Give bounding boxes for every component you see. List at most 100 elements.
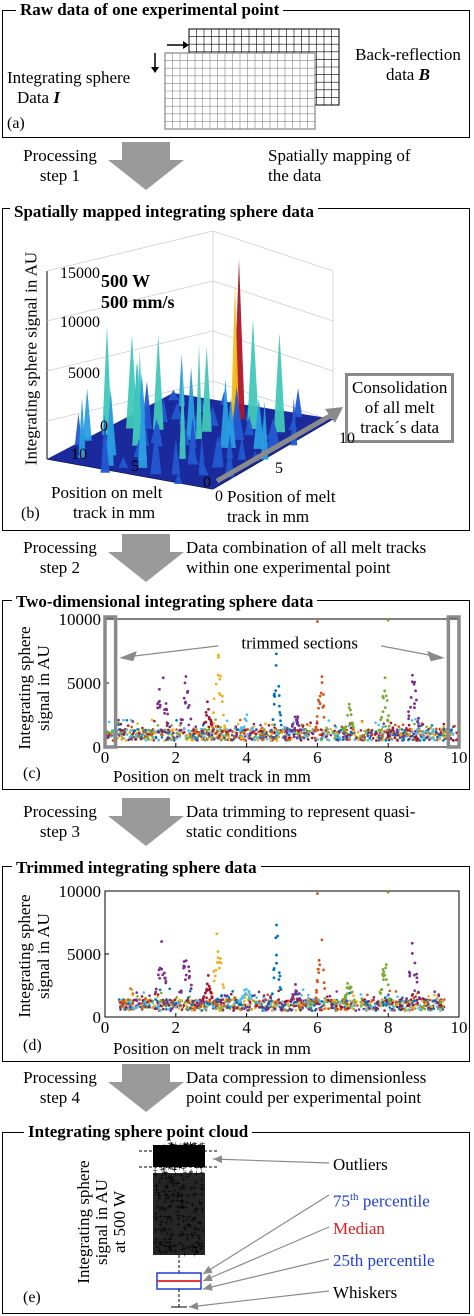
data-point (350, 726, 353, 730)
outlier-band (153, 1145, 205, 1167)
data-point (205, 1001, 209, 1005)
data-point (310, 731, 314, 735)
data-point (422, 1004, 426, 1008)
data-point (321, 732, 325, 735)
data-point (329, 733, 333, 737)
data-point (360, 720, 364, 724)
data-point (359, 1004, 363, 1008)
surface-peak (247, 319, 259, 429)
data-point (374, 721, 377, 724)
data-point (363, 998, 367, 1001)
data-point (407, 738, 410, 742)
data-point (133, 737, 137, 741)
data-point (310, 736, 314, 740)
data-point (432, 733, 436, 736)
data-point (357, 1008, 361, 1011)
data-point (419, 735, 423, 739)
data-point (330, 998, 333, 1002)
data-point (232, 738, 235, 741)
data-point (275, 961, 278, 965)
data-point (377, 739, 381, 742)
data-point (262, 999, 265, 1003)
data-point (291, 722, 295, 726)
annotation-arrowhead-right (427, 651, 445, 662)
left-axis-label-line2: track in mm (73, 503, 156, 522)
data-point (289, 1009, 293, 1012)
data-point (183, 965, 187, 968)
data-point (366, 1003, 370, 1007)
data-point (147, 1004, 151, 1007)
data-point (334, 1004, 338, 1008)
surface-base (47, 393, 333, 489)
data-point (210, 1001, 213, 1005)
data-point (381, 710, 385, 714)
surface-peak (171, 402, 183, 420)
data-point (388, 999, 392, 1003)
data-point (297, 992, 301, 995)
data-point (212, 979, 216, 983)
data-point (203, 735, 206, 738)
data-point (211, 729, 215, 732)
data-point (166, 1008, 170, 1011)
data-point (259, 723, 262, 727)
data-point (166, 712, 169, 716)
data-point (155, 1007, 159, 1010)
data-point (413, 702, 416, 706)
data-point (304, 728, 308, 731)
data-point (246, 728, 250, 731)
data-point (416, 720, 419, 723)
data-point (403, 1008, 406, 1011)
left-axis-tick-0: 0 (203, 474, 211, 491)
data-point (270, 732, 274, 736)
data-point (430, 724, 434, 727)
data-point (216, 725, 220, 728)
data-point (262, 994, 266, 997)
data-point (252, 725, 256, 728)
data-point (346, 713, 349, 717)
data-point (155, 999, 159, 1003)
integrating-line2: Data (17, 88, 54, 107)
data-point (314, 1000, 318, 1003)
surface-peak (253, 398, 265, 449)
data-point (182, 730, 186, 734)
data-point (322, 981, 326, 985)
data-point (383, 676, 387, 680)
data-point (316, 728, 320, 732)
data-point (232, 734, 236, 738)
data-point (396, 733, 399, 737)
data-point (338, 736, 341, 739)
data-point (178, 729, 181, 732)
data-point (274, 936, 278, 940)
outlier-marker: + (188, 1139, 193, 1149)
surface-peak (100, 432, 110, 473)
data-point (430, 736, 434, 740)
data-point (373, 1003, 377, 1007)
data-point (397, 1007, 401, 1011)
data-point (397, 725, 401, 728)
data-point (187, 723, 191, 727)
data-point (122, 732, 126, 736)
data-point (158, 705, 162, 709)
data-point (312, 728, 316, 732)
data-point (248, 737, 251, 740)
data-point (381, 1000, 385, 1004)
data-point (443, 735, 446, 739)
data-point (216, 1006, 220, 1010)
data-point (136, 1005, 140, 1008)
scatter-chart-d: 0 2 4 6 8 10 0 5000 10000 (59, 882, 468, 1037)
data-point (291, 1004, 295, 1007)
data-point (423, 735, 426, 739)
data-point (388, 989, 392, 993)
data-point (299, 738, 303, 742)
data-point (173, 998, 177, 1002)
data-point (295, 736, 299, 740)
data-point (186, 689, 190, 693)
data-point (427, 995, 430, 998)
data-point (371, 736, 375, 740)
data-point (142, 733, 145, 737)
data-point (144, 739, 148, 742)
backref-line1: Back-reflection (355, 45, 461, 64)
data-point (222, 986, 226, 989)
legend-pointer-head (203, 1273, 213, 1282)
data-point (216, 729, 220, 733)
